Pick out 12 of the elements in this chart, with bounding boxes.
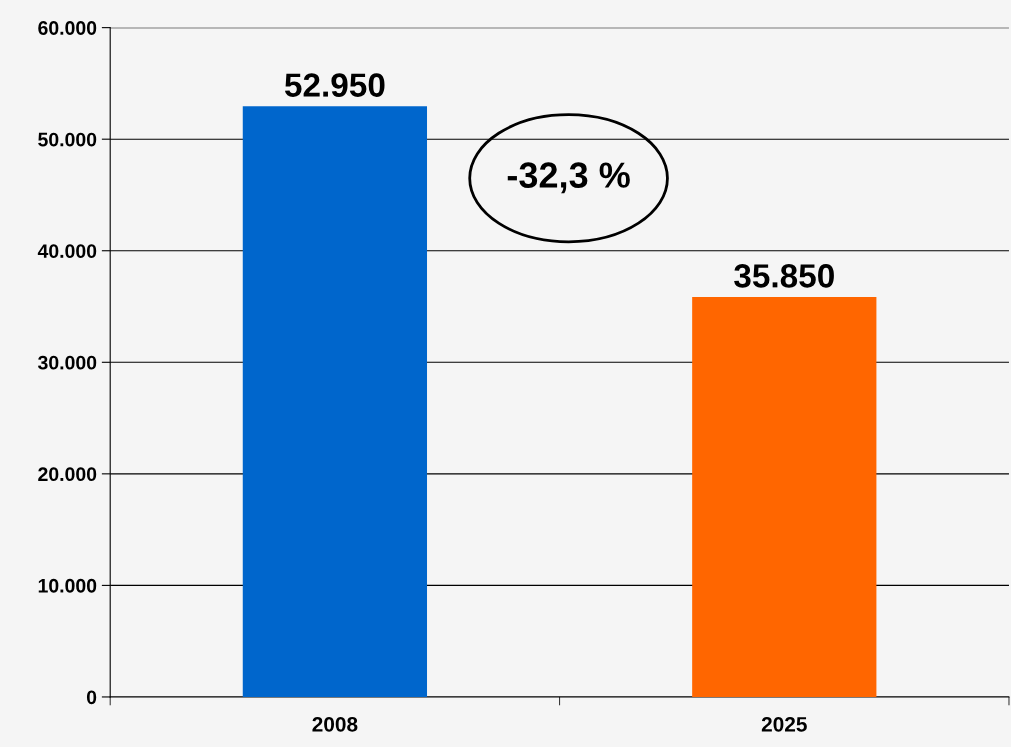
y-tick-label: 40.000	[37, 244, 97, 258]
data-label: 52.950	[284, 73, 385, 97]
y-tick-label: 20.000	[38, 467, 97, 482]
y-tick-label: 10.000	[38, 578, 97, 593]
x-tick-label: 2008	[312, 716, 358, 732]
x-tick-label: 2025	[761, 716, 807, 732]
data-label: 35.850	[734, 264, 834, 288]
y-tick-label: 50.000	[38, 132, 97, 147]
y-tick-label: 0	[86, 690, 97, 705]
y-tick-label: 30.000	[37, 355, 97, 370]
annotation: -32,3 %	[507, 162, 630, 194]
y-tick-label: 60.000	[38, 21, 97, 35]
